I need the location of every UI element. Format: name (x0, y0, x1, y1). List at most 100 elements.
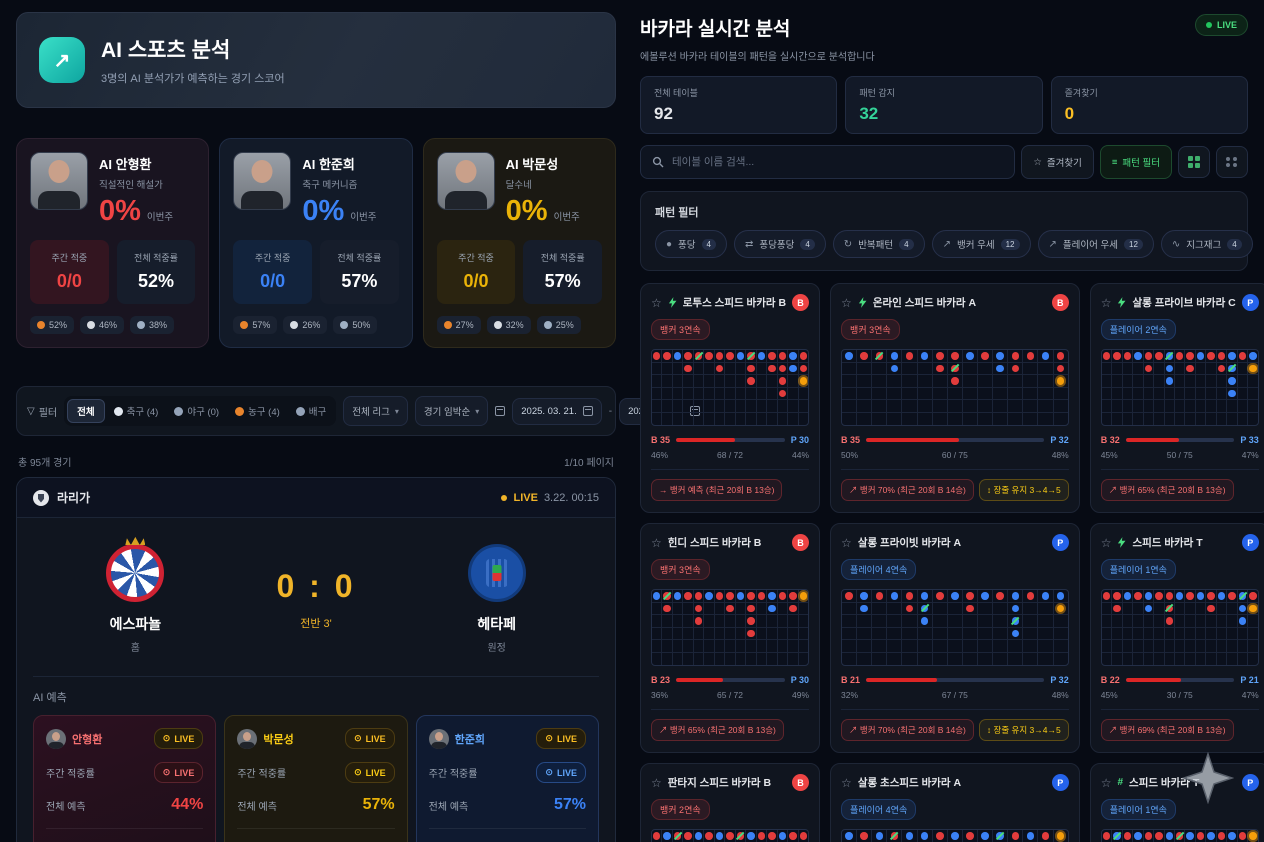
ratio-bar (676, 438, 785, 442)
baccarat-table-card[interactable]: ☆ 온라인 스피드 바카라 A B 뱅커 3연속 B 35 P 32 50% 60 / 75 4… (830, 283, 1080, 513)
bead-cell (1053, 388, 1068, 400)
favorites-button[interactable]: ☆ 즐겨찾기 (1021, 145, 1094, 179)
sort-select[interactable]: 경기 임박순 ▾ (414, 396, 489, 426)
banker-dot (684, 592, 692, 600)
pattern-filter-button[interactable]: ≡ 패턴 필터 (1099, 145, 1172, 179)
baccarat-table-card[interactable]: ☆ # 스피드 바카라 T P 플레이어 1연속 (1089, 763, 1264, 842)
match-card[interactable]: 라리가 LIVE 3.22. 00:15 에스파뇰 홈 0 : 0 전반 3' (16, 477, 616, 842)
banker-dot (789, 832, 797, 840)
bead-cell (767, 375, 778, 388)
bead-cell (662, 830, 673, 842)
favorite-star-icon[interactable]: ☆ (651, 775, 662, 790)
ratio-bar-fill (866, 438, 959, 442)
sport-tab-축구[interactable]: 축구 (4) (107, 399, 166, 423)
sport-tab-전체[interactable]: 전체 (67, 399, 105, 423)
player-dot (996, 352, 1004, 360)
pattern-chip[interactable]: ∿ 지그재그 4 (1160, 230, 1253, 258)
bead-cell (735, 350, 747, 363)
analyst-name: 박문성 (263, 733, 294, 746)
baccarat-table-card[interactable]: ☆ 살롱 초스피드 바카라 A P 플레이어 4연속 (830, 763, 1080, 842)
bead-row (1102, 412, 1258, 425)
compact-view-button[interactable] (1216, 146, 1248, 178)
table-cards-grid: ☆ 로투스 스피드 바카라 B B 뱅커 3연속 B 35 P 30 46% 68 / 72 4… (640, 283, 1264, 842)
bead-cell (1101, 627, 1113, 640)
stat-box-label: 전체 적중률 (337, 253, 382, 263)
prediction-analyst: 한준희 (428, 728, 485, 749)
bead-cell (767, 350, 778, 363)
favorite-star-icon[interactable]: ☆ (1100, 295, 1112, 310)
banker-player-bar-row: B 21 P 32 (841, 675, 1069, 685)
home-team-name: 에스파뇰 (109, 616, 162, 632)
grid-view-button[interactable] (1178, 146, 1210, 178)
pattern-chip[interactable]: ↗ 뱅커 우세 12 (931, 230, 1031, 258)
bead-cell (1053, 590, 1068, 603)
favorite-star-icon[interactable]: ☆ (651, 295, 662, 310)
search-box[interactable] (640, 145, 1016, 179)
zigzag-icon: ∿ (1171, 238, 1181, 250)
bead-row (842, 830, 1068, 842)
sport-tab-label: 전체 (77, 407, 95, 418)
analyst-week-pct: 0% (505, 195, 548, 227)
bead-cell (1143, 640, 1155, 653)
player-dot (951, 832, 959, 840)
favorite-star-icon[interactable]: ☆ (841, 775, 852, 790)
sport-ball-icon (137, 321, 146, 329)
table-card-header: ☆ 살롱 초스피드 바카라 A P (841, 774, 1069, 791)
league-select[interactable]: 전체 리그 ▾ (343, 396, 408, 426)
sport-tab-야구[interactable]: 야구 (0) (167, 399, 226, 423)
bead-cell (887, 362, 903, 375)
sport-tab-배구[interactable]: 배구 (289, 399, 333, 423)
baccarat-table-card[interactable]: ☆ 스피드 바카라 T P 플레이어 1연속 B 22 P 21 45% 30 / 75 47%… (1089, 523, 1264, 753)
analyst-card[interactable]: AI 박문성 달수네 0% 이번주 주간 적중 0/0 전체 적중률 57% 27% 32% 25% (422, 138, 616, 348)
baccarat-table-card[interactable]: ☆ 살롱 프라이빗 바카라 A P 플레이어 4연속 B 21 P 32 32% 67 / 7… (830, 523, 1080, 753)
sport-tab-농구[interactable]: 농구 (4) (228, 399, 287, 423)
bead-cell (1101, 830, 1113, 842)
bead-cell (932, 350, 948, 363)
analyst-week-pct-row: 0% 이번주 (506, 195, 580, 228)
divider (33, 676, 599, 677)
bead-cell (857, 387, 873, 400)
prediction-footer-label: 전체 적중률 (428, 828, 586, 842)
bead-cell (1237, 350, 1249, 363)
baccarat-table-card[interactable]: ☆ 로투스 스피드 바카라 B B 뱅커 3연속 B 35 P 30 46% 68 / 72 4… (640, 283, 821, 513)
analyst-card[interactable]: AI 안형환 직설적인 해설가 0% 이번주 주간 적중 0/0 전체 적중률 52% 52% 4… (16, 138, 210, 348)
bead-cell (978, 400, 994, 413)
search-input[interactable] (672, 156, 1004, 168)
favorite-star-icon[interactable]: ☆ (1100, 775, 1112, 790)
favorite-star-icon[interactable]: ☆ (841, 535, 852, 550)
bead-cell (1133, 627, 1144, 640)
bead-cell (1122, 362, 1134, 375)
pattern-chip[interactable]: ⇄ 퐁당퐁당 4 (733, 230, 826, 258)
pattern-chip[interactable]: ↗ 플레이어 우세 12 (1037, 230, 1154, 258)
bead-cell (963, 412, 979, 425)
sport-accuracy-value: 57% (252, 320, 271, 330)
player-dot (768, 604, 776, 612)
favorite-star-icon[interactable]: ☆ (841, 295, 852, 310)
favorite-star-icon[interactable]: ☆ (1100, 535, 1112, 550)
bead-cell (1164, 830, 1175, 842)
bead-cell (652, 362, 663, 375)
live-value-badge: ⊙ LIVE (536, 762, 586, 783)
analyst-info: AI 안형환 직설적인 해설가 0% 이번주 (99, 152, 173, 228)
pattern-chip[interactable]: ↻ 반복패턴 4 (832, 230, 925, 258)
live-badge: LIVE (1194, 14, 1248, 36)
player-dot (1238, 604, 1247, 612)
baccarat-table-card[interactable]: ☆ 힌디 스피드 바카라 B B 뱅커 3연속 B 23 P 30 36% 65 / 72 49… (640, 523, 821, 753)
baccarat-table-card[interactable]: ☆ 살롱 프라이브 바카라 C P 플레이어 2연속 B 32 P 33 45% 50 / 7… (1089, 283, 1264, 513)
date-from-input[interactable]: 2025. 03. 21. (512, 397, 602, 425)
bead-cell (842, 412, 858, 425)
banker-dot (1056, 364, 1065, 372)
bead-row (842, 652, 1068, 665)
baccarat-table-card[interactable]: ☆ 판타지 스피드 바카라 B B 뱅커 2연속 (640, 763, 821, 842)
player-dot (1217, 592, 1226, 600)
bead-cell (1227, 362, 1238, 375)
analyst-card[interactable]: AI 한준희 축구 메커니즘 0% 이번주 주간 적중 0/0 전체 적중률 57% 57% 26… (219, 138, 413, 348)
bead-cell (1008, 590, 1024, 603)
favorite-star-icon[interactable]: ☆ (651, 535, 662, 550)
bead-cell (1185, 400, 1196, 413)
bead-row (1101, 350, 1258, 363)
pattern-chip[interactable]: ● 퐁당 4 (655, 230, 727, 258)
